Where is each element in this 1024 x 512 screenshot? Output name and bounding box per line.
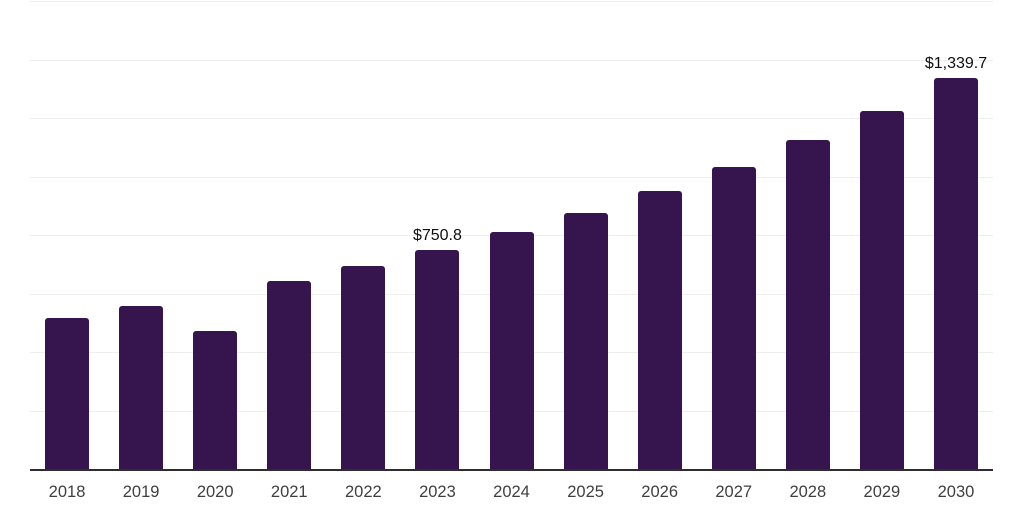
bar-2027: [711, 166, 756, 470]
bar-2020: [193, 330, 238, 470]
bar-slot-2027: [697, 2, 771, 470]
bar-2023: [415, 250, 460, 470]
bar-slot-2021: [252, 2, 326, 470]
x-tick-2027: 2027: [715, 483, 753, 501]
x-tick-2019: 2019: [122, 483, 160, 501]
bar-2021: [267, 280, 312, 470]
bar-slot-2023: $750.8: [400, 2, 474, 470]
x-tick-2024: 2024: [493, 483, 530, 501]
x-tick-2025: 2025: [567, 483, 604, 501]
x-tick-2023: 2023: [419, 483, 456, 501]
x-axis-line: [30, 469, 993, 471]
bar-2024: [489, 232, 534, 470]
bar-slot-2030: $1,339.7: [919, 2, 993, 470]
bar-value-label-2030: $1,339.7: [924, 55, 988, 73]
gridline-1000: [30, 176, 993, 178]
bar-slot-2020: [178, 2, 252, 470]
x-axis-labels: 2018 2019 2020 2021 2022 2023 2024 2025 2026 2027…: [30, 482, 993, 502]
x-tick-2021: 2021: [270, 483, 308, 501]
bar-2022: [341, 266, 386, 470]
bar-2019: [119, 305, 164, 470]
bar-2018: [45, 318, 90, 470]
bar-2026: [637, 190, 682, 470]
gridline-1600: [30, 1, 993, 2]
bar-value-label-2023: $750.8: [412, 227, 462, 245]
bar-slot-2026: [623, 2, 697, 470]
bar-slot-2022: [326, 2, 400, 470]
bar-slot-2019: [104, 2, 178, 470]
gridline-1200: [30, 118, 993, 119]
x-tick-2028: 2028: [789, 483, 827, 501]
bars-container: $750.8 $1,339.7: [30, 2, 993, 470]
bar-2025: [563, 212, 608, 470]
x-tick-2026: 2026: [641, 483, 679, 501]
x-tick-2020: 2020: [196, 483, 234, 501]
bar-2029: [859, 110, 904, 470]
gridline-1400: [30, 59, 993, 61]
bar-2030: [933, 78, 978, 470]
x-tick-2018: 2018: [48, 483, 86, 501]
x-tick-2022: 2022: [344, 483, 382, 501]
bar-slot-2025: [549, 2, 623, 470]
x-tick-2030: 2030: [937, 483, 975, 501]
bar-slot-2029: [845, 2, 919, 470]
plot-area: $750.8 $1,339.7: [30, 1, 993, 471]
bar-slot-2028: [771, 2, 845, 470]
bar-2028: [785, 140, 830, 470]
bar-slot-2024: [474, 2, 548, 470]
x-tick-2029: 2029: [863, 483, 901, 501]
bar-slot-2018: [30, 2, 104, 470]
